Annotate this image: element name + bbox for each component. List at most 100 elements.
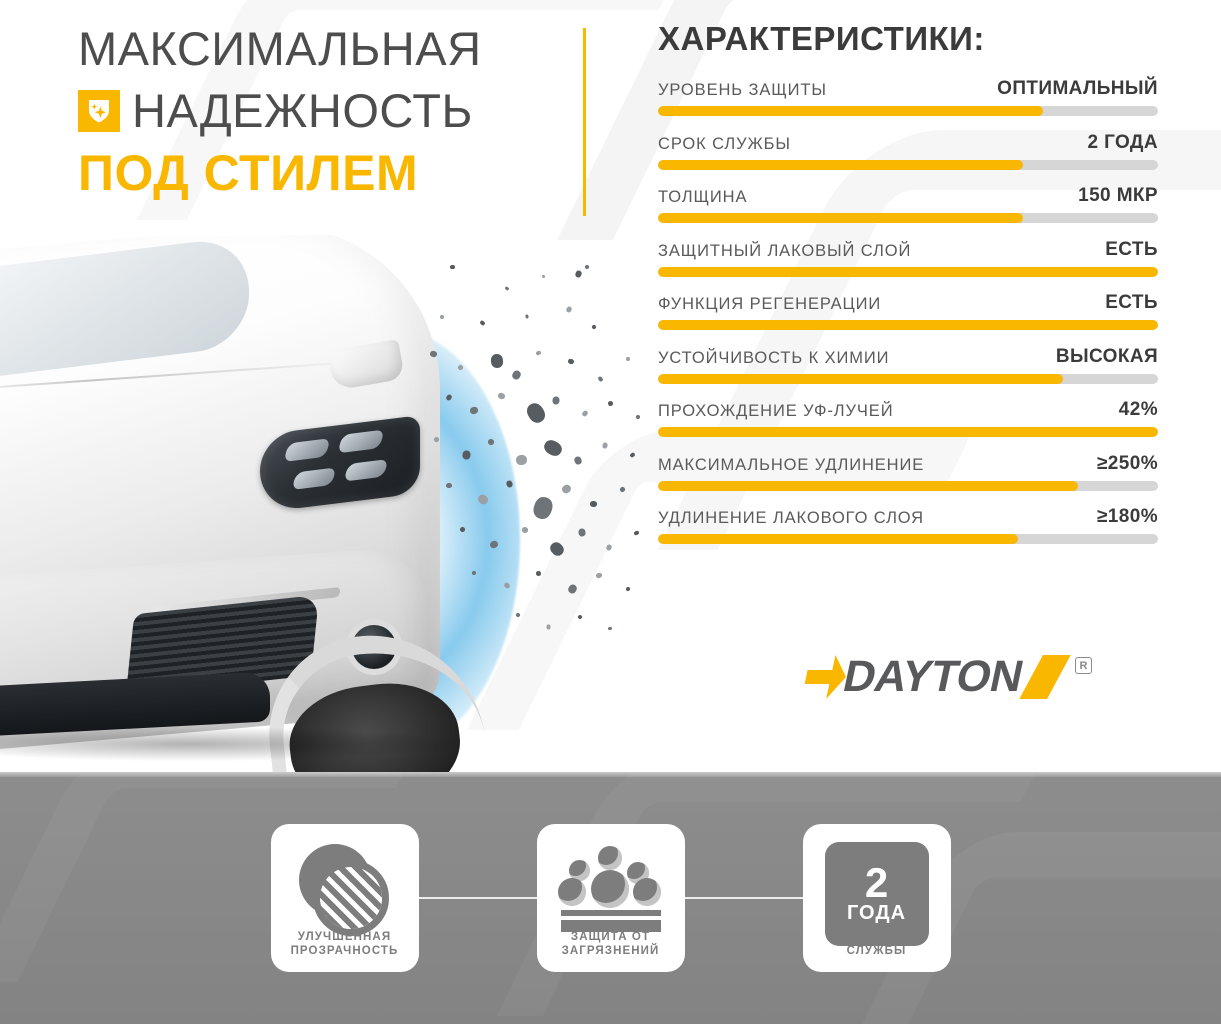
gravel-debris-particle	[595, 572, 603, 579]
gravel-debris-particle	[589, 500, 598, 508]
gravel-debris-particle	[635, 414, 640, 420]
gravel-debris-particle	[584, 264, 590, 270]
gravel-debris-particle	[577, 528, 587, 537]
car-ground-shadow	[0, 727, 460, 761]
gravel-debris-particle	[629, 451, 636, 459]
specifications-panel: ХАРАКТЕРИСТИКИ: УРОВЕНЬ ЗАЩИТЫ ОПТИМАЛЬНЫ…	[658, 20, 1158, 560]
headline-line-3: ПОД СТИЛЕМ	[78, 145, 419, 201]
headline-block: МАКСИМАЛЬНАЯ НАДЕЖНОСТЬ ПОД СТИЛЕМ	[78, 18, 568, 204]
gravel-debris-particle	[605, 543, 613, 552]
gravel-debris-particle	[607, 626, 613, 631]
feature-caption-line-2: СЛУЖБЫ	[846, 945, 907, 957]
gravel-debris-particle	[607, 400, 614, 407]
gravel-debris-particle	[525, 314, 529, 319]
band-top-edge	[0, 772, 1221, 777]
spec-value: ОПТИМАЛЬНЫЙ	[997, 78, 1158, 99]
gravel-debris-particle	[515, 612, 521, 618]
gravel-debris-particle	[547, 539, 567, 559]
spec-row: УДЛИНЕНИЕ ЛАКОВОГО СЛОЯ ≥180%	[658, 506, 1158, 544]
headline-line-1: МАКСИМАЛЬНАЯ	[78, 22, 482, 75]
spec-row: ТОЛЩИНА 150 МКР	[658, 185, 1158, 223]
spec-progress-fill	[658, 373, 1063, 384]
spec-label: УДЛИНЕНИЕ ЛАКОВОГО СЛОЯ	[658, 509, 924, 527]
car-fog-lamp	[352, 625, 396, 669]
spec-row: УСТОЙЧИВОСТЬ К ХИМИИ ВЫСОКАЯ	[658, 346, 1158, 384]
spec-progress-track	[658, 266, 1158, 277]
gravel-debris-particle	[541, 274, 546, 279]
gravel-debris-particle	[573, 455, 583, 466]
spec-value: 42%	[1118, 399, 1158, 420]
spec-progress-track	[658, 373, 1158, 384]
feature-card-row: УЛУЧШЕННАЯ ПРОЗРАЧНОСТЬ ЗАЩИТА ОТ	[0, 772, 1221, 1024]
gravel-debris-particle	[566, 583, 579, 595]
feature-caption-line-1: ЗАЩИТА ОТ	[570, 931, 651, 943]
spec-row: МАКСИМАЛЬНОЕ УДЛИНЕНИЕ ≥250%	[658, 453, 1158, 491]
feature-caption-line-1: СРОК	[858, 931, 895, 943]
gravel-debris-particle	[504, 286, 510, 291]
feature-caption: УЛУЧШЕННАЯ ПРОЗРАЧНОСТЬ	[271, 930, 419, 958]
spec-label: СРОК СЛУЖБЫ	[658, 134, 791, 153]
spec-progress-fill	[658, 480, 1078, 491]
warranty-years-unit: ГОДА	[846, 901, 907, 924]
spec-progress-track	[658, 213, 1158, 223]
spec-progress-track	[658, 106, 1158, 116]
gravel-debris-particle	[541, 437, 565, 459]
gravel-debris-particle	[577, 614, 583, 620]
feature-card-warranty[interactable]: 2 ГОДА СРОК СЛУЖБЫ	[802, 824, 951, 972]
gravel-debris-particle	[625, 356, 631, 362]
transparency-icon	[293, 844, 397, 940]
gravel-debris-particle	[560, 483, 573, 495]
spec-value: ≥250%	[1096, 452, 1158, 474]
spec-progress-track	[658, 427, 1158, 437]
gravel-debris-particle	[546, 624, 551, 630]
spec-label: УРОВЕНЬ ЗАЩИТЫ	[658, 81, 827, 99]
brand-wordmark: DAYTON	[838, 652, 1028, 701]
gravel-debris-particle	[530, 494, 556, 522]
feature-band: УЛУЧШЕННАЯ ПРОЗРАЧНОСТЬ ЗАЩИТА ОТ	[0, 772, 1221, 1024]
feature-caption: СРОК СЛУЖБЫ	[803, 930, 951, 958]
gravel-debris-particle	[574, 269, 583, 279]
spec-label: ЗАЩИТНЫЙ ЛАКОВЫЙ СЛОЙ	[658, 241, 912, 260]
spec-label: ПРОХОЖДЕНИЕ УФ-ЛУЧЕЙ	[658, 402, 894, 420]
gravel-debris-particle	[445, 482, 453, 489]
gravel-debris-particle	[497, 391, 506, 401]
gravel-debris-particle	[597, 375, 604, 383]
spec-value: ВЫСОКАЯ	[1055, 345, 1158, 367]
spec-progress-fill	[658, 266, 1158, 277]
spec-label: МАКСИМАЛЬНОЕ УДЛИНЕНИЕ	[658, 455, 925, 474]
spec-progress-track	[658, 480, 1158, 491]
spec-row: ФУНКЦИЯ РЕГЕНЕРАЦИИ ЕСТЬ	[658, 292, 1158, 330]
spec-progress-fill	[658, 159, 1023, 170]
gravel-debris-particle	[601, 441, 609, 450]
spec-label: ТОЛЩИНА	[658, 188, 748, 206]
spec-progress-fill	[658, 106, 1043, 116]
spec-progress-track	[658, 320, 1158, 330]
vertical-divider	[583, 28, 586, 216]
spec-progress-fill	[658, 427, 1158, 437]
daytona-slash-icon	[1019, 655, 1070, 699]
gravel-debris-particle	[625, 586, 631, 592]
feature-card-dirt-protection[interactable]: ЗАЩИТА ОТ ЗАГРЯЗНЕНИЙ	[536, 824, 685, 972]
spec-value: 150 МКР	[1078, 185, 1158, 206]
spec-value: ЕСТЬ	[1105, 292, 1158, 313]
gravel-debris-particle	[567, 358, 575, 365]
gravel-debris-particle	[510, 369, 523, 381]
feature-caption-line-2: ПРОЗРАЧНОСТЬ	[290, 945, 399, 957]
spec-value: 2 ГОДА	[1087, 131, 1158, 153]
spec-progress-track	[658, 159, 1158, 170]
spec-row: УРОВЕНЬ ЗАЩИТЫ ОПТИМАЛЬНЫЙ	[658, 78, 1158, 116]
warranty-years-number: 2	[864, 858, 889, 906]
gravel-debris-particle	[565, 305, 573, 314]
dirt-protection-icon	[553, 846, 669, 942]
spec-row: ПРОХОЖДЕНИЕ УФ-ЛУЧЕЙ 42%	[658, 399, 1158, 437]
car-illustration: DAYTONA	[0, 235, 640, 775]
spec-progress-fill	[658, 534, 1018, 544]
spec-row: ЗАЩИТНЫЙ ЛАКОВЫЙ СЛОЙ ЕСТЬ	[658, 239, 1158, 277]
feature-caption-line-1: УЛУЧШЕННАЯ	[297, 931, 392, 943]
feature-card-transparency[interactable]: УЛУЧШЕННАЯ ПРОЗРАЧНОСТЬ	[270, 824, 419, 972]
feature-caption-line-2: ЗАГРЯЗНЕНИЙ	[561, 945, 660, 957]
gravel-debris-particle	[479, 319, 486, 327]
spec-progress-track	[658, 534, 1158, 544]
gravel-debris-particle	[515, 454, 528, 466]
